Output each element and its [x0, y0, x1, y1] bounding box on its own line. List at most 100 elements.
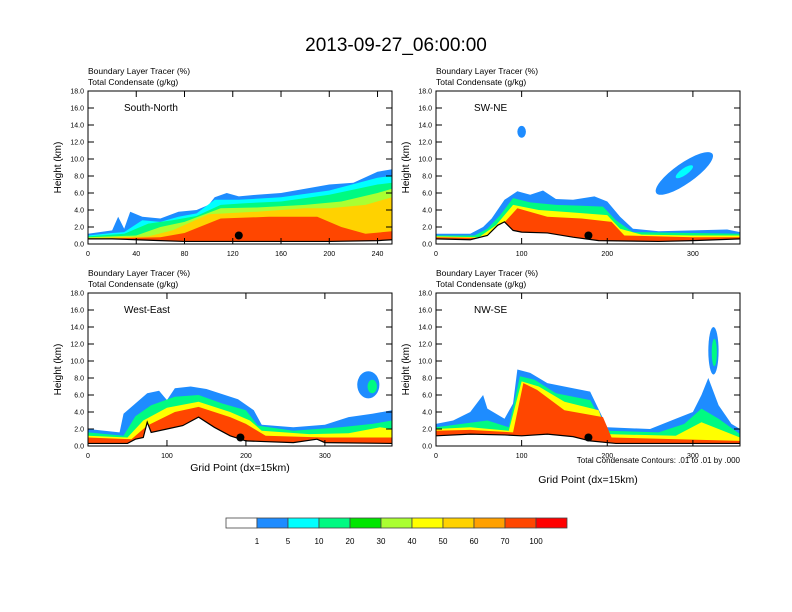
tracer-blob — [517, 125, 526, 138]
panel-title-condensate: Total Condensate (g/kg) — [88, 279, 178, 289]
plot-frame — [435, 90, 741, 245]
plot-area — [436, 125, 740, 244]
colorbar-box — [256, 517, 289, 529]
panel-title-tracer: Boundary Layer Tracer (%) — [88, 66, 190, 76]
y-tick-label: 6.0 — [74, 191, 84, 198]
panel-sw-ne: 0.0 2.0 4.0 6.0 8.0 10.0 12.0 14.0 16.0 18.0 0 100 2… — [401, 66, 741, 258]
x-tick-label: 300 — [687, 453, 699, 460]
panel-section-label: South-North — [124, 103, 178, 114]
location-marker — [584, 231, 593, 240]
y-axis-label: Height (km) — [53, 344, 64, 396]
y-tick-label: 2.0 — [422, 225, 432, 232]
panel-title-tracer: Boundary Layer Tracer (%) — [436, 268, 538, 278]
terrain-outline — [436, 221, 740, 243]
y-tick-label: 18.0 — [70, 89, 84, 96]
y-tick-label: 12.0 — [70, 140, 84, 147]
y-tick-label: 8.0 — [74, 376, 84, 383]
y-tick-label: 2.0 — [74, 427, 84, 434]
panels: 0.0 2.0 4.0 6.0 8.0 10.0 12.0 14.0 16.0 18.0 0 40 80… — [53, 66, 741, 486]
y-tick-label: 6.0 — [422, 393, 432, 400]
terrain — [436, 434, 740, 446]
plot-area — [88, 371, 392, 446]
y-tick-label: 10.0 — [418, 359, 432, 366]
x-tick-label: 200 — [323, 251, 335, 258]
y-tick-label: 4.0 — [74, 208, 84, 215]
y-tick-label: 0.0 — [74, 444, 84, 451]
colorbar: 1 5 10 20 30 40 50 60 70 100 — [225, 517, 568, 546]
tracer-band-70 — [436, 383, 740, 446]
y-tick-label: 4.0 — [74, 410, 84, 417]
y-tick-label: 8.0 — [422, 376, 432, 383]
colorbar-label: 100 — [529, 537, 543, 546]
x-tick-label: 0 — [86, 251, 90, 258]
colorbar-label: 40 — [408, 537, 417, 546]
panel-south-north: 0.0 2.0 4.0 6.0 8.0 10.0 12.0 14.0 16.0 18.0 0 40 80… — [53, 66, 393, 258]
y-tick-label: 16.0 — [70, 106, 84, 113]
plot-area — [436, 327, 740, 446]
colorbar-box — [380, 517, 413, 529]
panel-section-label: SW-NE — [474, 103, 507, 114]
panel-title-tracer: Boundary Layer Tracer (%) — [88, 268, 190, 278]
plot-frame — [87, 292, 393, 447]
panel-section-label: West-East — [124, 305, 170, 316]
y-tick-label: 0.0 — [422, 242, 432, 249]
y-tick-label: 4.0 — [422, 208, 432, 215]
y-tick-label: 0.0 — [74, 242, 84, 249]
panel-title-condensate: Total Condensate (g/kg) — [436, 279, 526, 289]
y-axis-label: Height (km) — [401, 142, 412, 194]
y-tick-label: 12.0 — [418, 342, 432, 349]
x-tick-label: 160 — [275, 251, 287, 258]
y-tick-label: 10.0 — [418, 157, 432, 164]
colorbar-box — [411, 517, 444, 529]
y-tick-label: 6.0 — [74, 393, 84, 400]
location-marker — [584, 433, 593, 442]
contour-note: Total Condensate Contours: .01 to .01 by… — [577, 456, 741, 465]
y-tick-label: 0.0 — [422, 444, 432, 451]
x-tick-label: 0 — [434, 251, 438, 258]
figure-title: 2013-09-27_06:00:00 — [305, 35, 487, 56]
y-tick-label: 14.0 — [418, 325, 432, 332]
y-tick-label: 14.0 — [418, 123, 432, 130]
x-tick-label: 0 — [434, 453, 438, 460]
tracer-blob — [675, 165, 693, 179]
colorbar-label: 5 — [286, 537, 291, 546]
panel-west-east: 0.0 2.0 4.0 6.0 8.0 10.0 12.0 14.0 16.0 18.0 0 100 2… — [53, 268, 393, 474]
y-tick-label: 10.0 — [70, 359, 84, 366]
y-axis-label: Height (km) — [53, 142, 64, 194]
colorbar-label: 10 — [315, 537, 324, 546]
x-axis-label: Grid Point (dx=15km) — [190, 462, 290, 474]
colorbar-label: 1 — [255, 537, 260, 546]
x-tick-label: 240 — [372, 251, 384, 258]
colorbar-box — [442, 517, 475, 529]
plot-area — [88, 169, 392, 244]
colorbar-box — [535, 517, 568, 529]
y-tick-label: 12.0 — [418, 140, 432, 147]
tracer-band-40 — [436, 381, 740, 446]
x-tick-label: 100 — [161, 453, 173, 460]
y-tick-label: 6.0 — [422, 191, 432, 198]
x-tick-label: 80 — [181, 251, 189, 258]
panel-title-tracer: Boundary Layer Tracer (%) — [436, 66, 538, 76]
y-tick-label: 18.0 — [70, 291, 84, 298]
panel-section-label: NW-SE — [474, 305, 507, 316]
y-tick-label: 12.0 — [70, 342, 84, 349]
y-tick-label: 4.0 — [422, 410, 432, 417]
tracer-blob — [367, 379, 377, 394]
x-tick-label: 40 — [132, 251, 140, 258]
colorbar-label: 30 — [377, 537, 386, 546]
y-tick-label: 2.0 — [74, 225, 84, 232]
colorbar-box — [504, 517, 537, 529]
panel-title-condensate: Total Condensate (g/kg) — [436, 77, 526, 87]
x-tick-label: 200 — [240, 453, 252, 460]
y-tick-label: 18.0 — [418, 89, 432, 96]
tracer-blob — [711, 338, 717, 367]
y-tick-label: 14.0 — [70, 325, 84, 332]
y-tick-label: 16.0 — [418, 308, 432, 315]
colorbar-box — [473, 517, 506, 529]
location-marker — [236, 433, 245, 442]
colorbar-box — [318, 517, 351, 529]
y-tick-label: 2.0 — [422, 427, 432, 434]
tracer-band-70 — [88, 216, 392, 244]
y-axis-label: Height (km) — [401, 344, 412, 396]
